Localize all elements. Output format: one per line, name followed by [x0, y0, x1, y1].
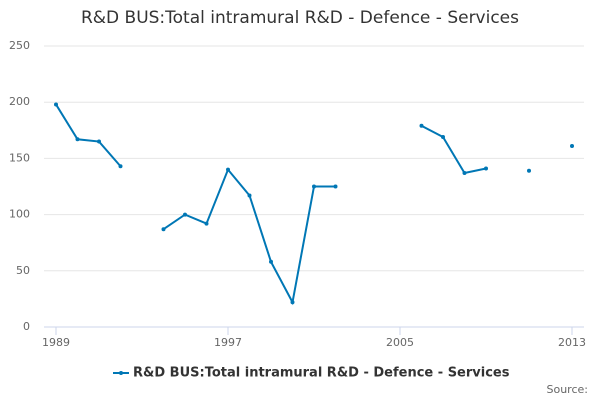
- point: [527, 168, 531, 173]
- x-tick-label: 2005: [386, 336, 414, 349]
- chart-title: R&D BUS:Total intramural R&D - Defence -…: [81, 8, 519, 28]
- point: [226, 167, 230, 172]
- line: [55, 103, 122, 167]
- point: [247, 193, 252, 198]
- legend-marker: [119, 371, 123, 375]
- point: [462, 171, 467, 176]
- legend-label: R&D BUS:Total intramural R&D - Defence -…: [133, 366, 510, 381]
- point: [290, 300, 295, 305]
- y-tick-label: 150: [9, 151, 30, 164]
- point: [161, 227, 166, 232]
- point: [269, 259, 273, 264]
- x-tick-label: 2013: [558, 336, 586, 349]
- point: [333, 184, 338, 189]
- point: [312, 184, 316, 189]
- line: [162, 167, 336, 306]
- point: [484, 166, 488, 171]
- y-tick-label: 50: [16, 264, 30, 277]
- line: [421, 124, 487, 175]
- source: Source:: [547, 383, 589, 396]
- point: [118, 164, 123, 169]
- x-tick-label: 1997: [214, 336, 242, 349]
- point: [75, 137, 80, 142]
- point: [97, 139, 101, 144]
- point: [570, 144, 574, 149]
- point: [419, 123, 424, 128]
- y-tick-label: 0: [23, 320, 30, 333]
- point: [204, 221, 209, 226]
- point: [441, 135, 445, 140]
- y-tick-label: 250: [9, 39, 30, 52]
- point: [183, 212, 187, 217]
- point: [54, 102, 58, 107]
- x-tick-label: 1989: [42, 336, 70, 349]
- y-tick-label: 200: [9, 95, 30, 108]
- y-tick-label: 100: [9, 208, 30, 221]
